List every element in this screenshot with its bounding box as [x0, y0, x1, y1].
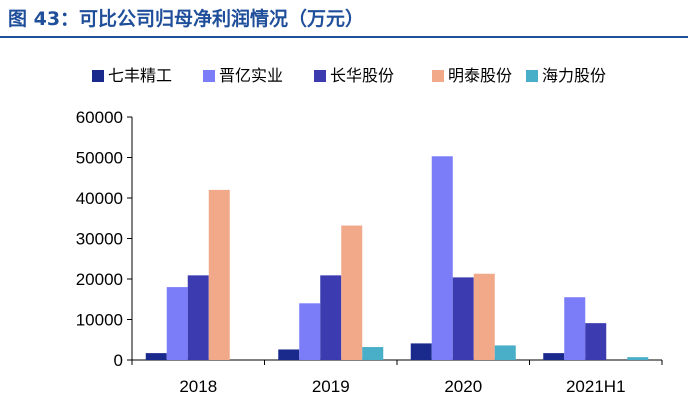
bar [473, 273, 495, 360]
bar [341, 225, 363, 360]
bar [362, 347, 384, 360]
x-axis: 2018 2019 2020 2021H1 [131, 359, 663, 396]
bar [585, 323, 607, 360]
bar [431, 156, 453, 360]
bar [145, 353, 167, 360]
x-tick-label: 2020 [444, 377, 482, 396]
bar [278, 349, 300, 360]
x-tick-label: 2021H1 [566, 377, 626, 396]
legend-label: 长华股份 [330, 66, 394, 85]
x-tick-label: 2018 [179, 377, 217, 396]
legend-swatch [203, 70, 215, 82]
bar [543, 353, 565, 360]
y-tick-label: 60000 [76, 108, 123, 127]
legend-swatch [526, 70, 538, 82]
bar [166, 287, 188, 360]
legend-label: 海力股份 [542, 66, 606, 85]
bar [410, 343, 432, 360]
legend-label: 晋亿实业 [219, 66, 283, 85]
bar [494, 345, 516, 360]
bar [452, 277, 474, 360]
y-tick-label: 50000 [76, 149, 123, 168]
legend-label: 七丰精工 [108, 66, 172, 85]
bar [299, 303, 321, 360]
legend-label: 明泰股份 [448, 66, 512, 85]
x-tick-label: 2019 [312, 377, 350, 396]
bar [320, 275, 342, 360]
bars [145, 156, 649, 360]
bar [627, 357, 649, 360]
y-tick-label: 10000 [76, 311, 123, 330]
y-axis: 0 10000 20000 30000 40000 50000 60000 [76, 108, 133, 370]
bar [208, 189, 230, 360]
y-tick-label: 0 [114, 351, 123, 370]
legend-swatch [314, 70, 326, 82]
legend-swatch [432, 70, 444, 82]
title-rule [0, 36, 688, 38]
bar [564, 297, 586, 360]
bar [187, 275, 209, 360]
legend-swatch [92, 70, 104, 82]
y-tick-label: 30000 [76, 230, 123, 249]
chart-legend: 七丰精工 晋亿实业 长华股份 明泰股份 海力股份 [92, 66, 606, 85]
y-tick-label: 20000 [76, 270, 123, 289]
y-tick-label: 40000 [76, 189, 123, 208]
chart-title: 图 43：可比公司归母净利润情况（万元） [8, 8, 365, 30]
